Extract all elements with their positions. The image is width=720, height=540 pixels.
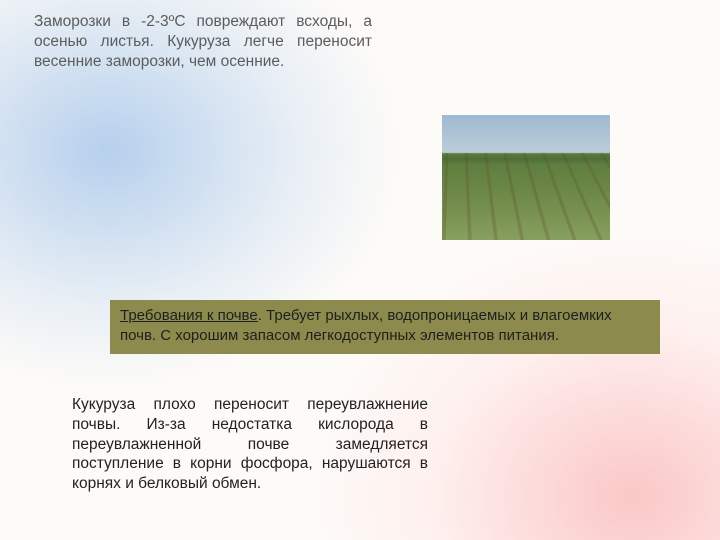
soil-heading: Требования к почве	[120, 307, 258, 324]
field-photo	[442, 115, 610, 240]
waterlogging-paragraph: Кукуруза плохо переносит переувлажнение …	[72, 395, 428, 494]
frost-paragraph: Заморозки в -2-3ºС повреждают всходы, а …	[34, 12, 372, 71]
soil-requirements-box: Требования к почве. Требует рыхлых, водо…	[110, 300, 660, 354]
